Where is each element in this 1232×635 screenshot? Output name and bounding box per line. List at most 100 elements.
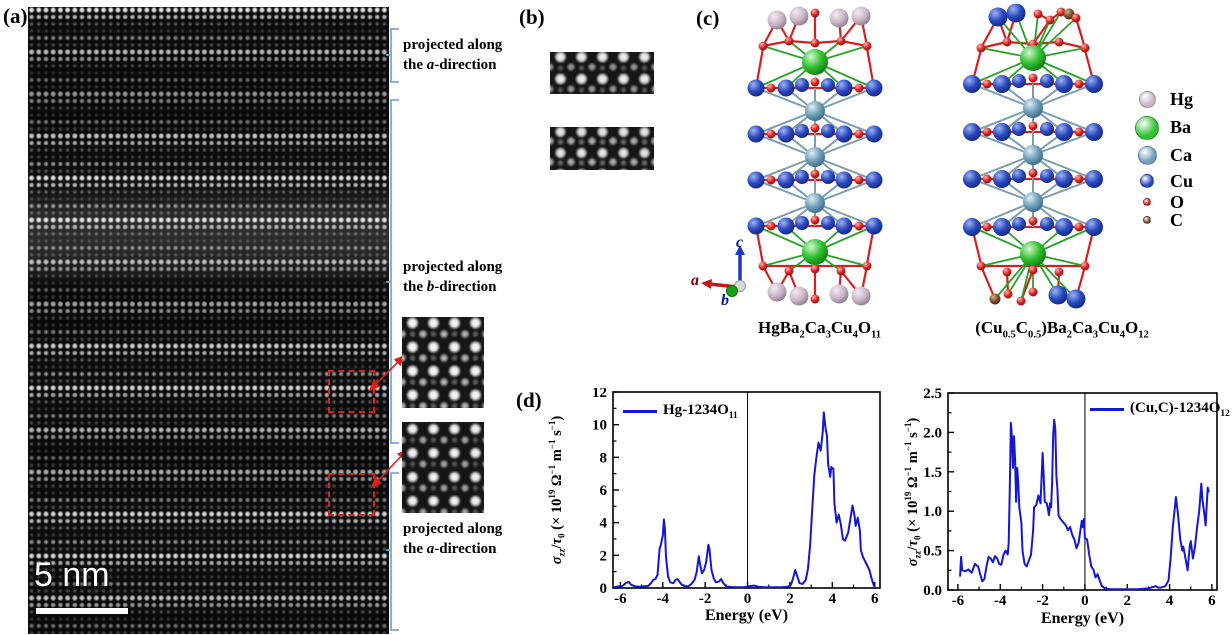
cuo2-plane-3 bbox=[747, 169, 883, 189]
svg-text:0: 0 bbox=[600, 581, 608, 597]
chart-2-legend-label: (Cu,C)-1234O12 bbox=[1130, 400, 1230, 419]
o-layer-bottom bbox=[758, 261, 872, 276]
legend-label-cu: Cu bbox=[1170, 170, 1194, 191]
annotation-bottom-line2: the a-direction bbox=[403, 540, 497, 557]
cuc-layer-bottom bbox=[989, 285, 1086, 309]
chart-1-plot: -6 -4 -2 0 2 4 6 0 2 4 6 8 10 12 bbox=[592, 385, 881, 607]
annotation-middle-line1: projected along bbox=[403, 259, 503, 275]
panel-c-label: (c) bbox=[696, 6, 720, 30]
o-layer-top bbox=[976, 37, 1090, 53]
svg-text:0: 0 bbox=[744, 591, 752, 607]
hg-layer-top bbox=[767, 6, 871, 30]
crystal-structure-cuc1234 bbox=[963, 4, 1103, 309]
svg-text:-2: -2 bbox=[699, 591, 712, 607]
simulation-crop-2 bbox=[550, 127, 654, 170]
svg-text:2.0: 2.0 bbox=[923, 425, 942, 441]
y-axis-label-2: σzz/τ0 (× 1019 Ω−1 m−1 s−1) bbox=[903, 417, 923, 567]
conductivity-chart-hg1234: σzz/τ0 (× 1019 Ω−1 m−1 s−1) -6 -4 -2 0 2 4 6 0 2… bbox=[540, 385, 892, 635]
a-axis-label: a bbox=[691, 272, 699, 289]
svg-text:2: 2 bbox=[600, 548, 608, 564]
legend-row-ba: Ba bbox=[1132, 113, 1193, 142]
legend-row-c: C bbox=[1132, 209, 1193, 230]
svg-text:6: 6 bbox=[600, 483, 608, 499]
cuo2-plane-4 bbox=[963, 216, 1103, 236]
cuo2-plane-4 bbox=[747, 215, 883, 235]
stem-image: 5 nm bbox=[28, 7, 389, 634]
stem-lattice bbox=[28, 7, 389, 634]
zoom-inset-1 bbox=[402, 317, 484, 408]
annotation-middle-line2: the b-direction bbox=[403, 278, 497, 295]
annotation-middle: projected along the b-direction bbox=[403, 258, 568, 297]
annotation-top-line2: the a-direction bbox=[403, 56, 497, 73]
ca-atom-2 bbox=[1023, 145, 1043, 165]
b-axis-label: b bbox=[721, 292, 729, 309]
ba-atom-top bbox=[1020, 45, 1046, 71]
ca-atom-icon bbox=[1137, 146, 1157, 165]
legend-line-icon bbox=[1090, 408, 1124, 411]
annotation-bottom-line1: projected along bbox=[403, 521, 503, 537]
ca-atom-3 bbox=[805, 193, 825, 213]
b-axis-ball bbox=[726, 285, 738, 297]
c-axis-arrow bbox=[735, 245, 745, 255]
chart-2-plot: -6 -4 -2 0 2 4 6 0.0 0.5 1.0 1.5 2.0 2.5 bbox=[923, 386, 1218, 609]
legend-label-o: O bbox=[1170, 191, 1185, 212]
legend-label-c: C bbox=[1170, 209, 1183, 230]
svg-text:12: 12 bbox=[592, 388, 607, 401]
legend-row-o: O bbox=[1132, 191, 1193, 212]
svg-text:10: 10 bbox=[592, 418, 607, 434]
cu-atom-icon bbox=[1140, 174, 1154, 188]
legend-label-ca: Ca bbox=[1170, 145, 1192, 165]
svg-text:2.5: 2.5 bbox=[923, 388, 942, 402]
svg-text:-2: -2 bbox=[1036, 593, 1049, 609]
svg-text:0: 0 bbox=[1081, 593, 1089, 609]
bracket-top bbox=[386, 28, 399, 83]
svg-text:1.0: 1.0 bbox=[923, 504, 942, 520]
scale-bar-label: 5 nm bbox=[34, 556, 110, 594]
c-axis-label: c bbox=[736, 234, 743, 251]
ba-atom-top bbox=[802, 49, 828, 75]
panel-a-label: (a) bbox=[3, 4, 28, 28]
cuo2-plane-2 bbox=[963, 121, 1103, 141]
svg-text:6: 6 bbox=[1208, 593, 1216, 609]
formula-cuc1234: (Cu0.5C0.5)Ba2Ca3Cu4O12 bbox=[975, 318, 1149, 341]
svg-text:4: 4 bbox=[600, 516, 608, 532]
svg-text:0.5: 0.5 bbox=[923, 544, 942, 560]
svg-text:8: 8 bbox=[600, 450, 608, 466]
chart-1-legend-label: Hg-1234O11 bbox=[663, 402, 738, 421]
legend-line-icon bbox=[623, 410, 657, 413]
y-axis-label-1: σzz/τ0 (× 1019 Ω−1 m−1 s−1) bbox=[547, 415, 567, 565]
formula-hg1234: HgBa2Ca3Cu4O11 bbox=[757, 318, 882, 341]
o-layer-bottom bbox=[976, 261, 1090, 277]
svg-text:6: 6 bbox=[871, 591, 879, 607]
cuc-layer-top bbox=[988, 4, 1081, 27]
chart-1-legend: Hg-1234O11 bbox=[623, 402, 738, 421]
cuo2-plane-2 bbox=[747, 123, 883, 143]
ba-atom-icon bbox=[1135, 115, 1159, 140]
svg-text:2: 2 bbox=[1124, 593, 1132, 609]
annotation-top-line1: projected along bbox=[403, 37, 503, 53]
atom-legend: Hg Ba Ca Cu O C bbox=[1132, 86, 1194, 230]
ca-atom-1 bbox=[1023, 98, 1043, 118]
legend-row-ca: Ca bbox=[1132, 142, 1193, 169]
ba-atom-bottom bbox=[802, 239, 828, 265]
svg-text:-4: -4 bbox=[657, 591, 670, 607]
svg-text:-4: -4 bbox=[994, 593, 1007, 609]
annotation-bottom: projected along the a-direction bbox=[403, 520, 568, 559]
cuo2-plane-1 bbox=[747, 77, 883, 97]
annotation-top: projected along the a-direction bbox=[403, 36, 568, 75]
x-axis-label-2: Energy (eV) bbox=[1040, 610, 1125, 627]
o-atom-icon bbox=[1143, 198, 1151, 206]
legend-row-hg: Hg bbox=[1132, 86, 1193, 113]
zoom-inset-2 bbox=[402, 422, 484, 513]
c-atom-icon bbox=[1143, 216, 1151, 224]
ba-atom-bottom bbox=[1020, 241, 1046, 267]
atoms bbox=[963, 4, 1103, 309]
section-brackets bbox=[386, 28, 399, 631]
a-axis-arrow bbox=[701, 279, 712, 289]
roi-box-2 bbox=[328, 473, 375, 516]
panel-b-label: (b) bbox=[519, 5, 545, 29]
hg-layer-bottom bbox=[767, 282, 871, 306]
atoms bbox=[747, 6, 883, 306]
svg-text:4: 4 bbox=[829, 591, 837, 607]
